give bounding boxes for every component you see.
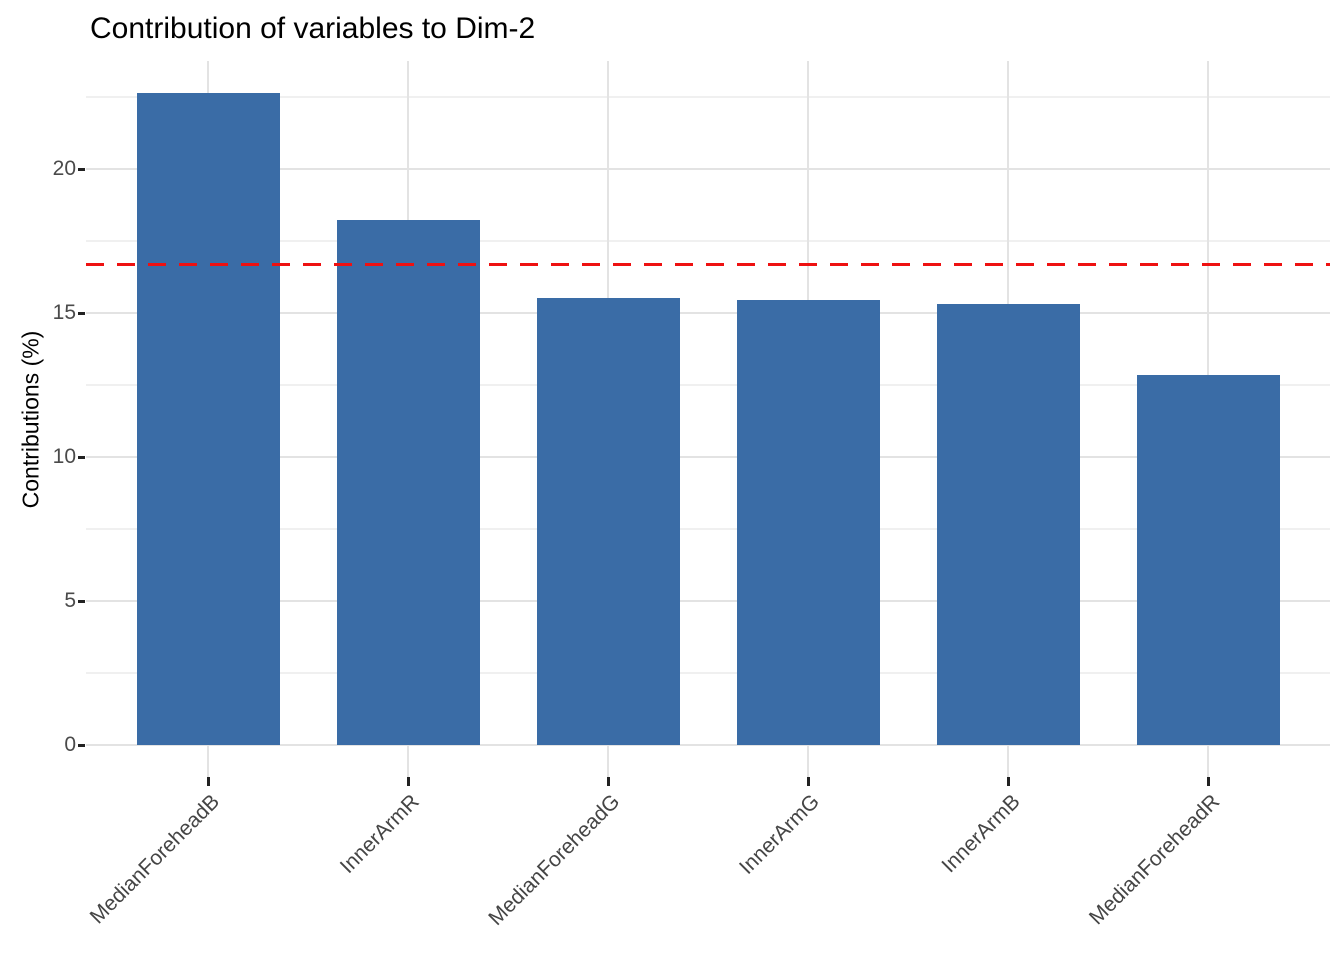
x-axis-tick [206, 777, 210, 786]
x-category-label: InnerArmG [735, 790, 825, 879]
y-tick-label: 5 [64, 589, 76, 613]
x-category-label: MedianForeheadB [85, 790, 225, 929]
reference-line [86, 263, 1330, 267]
gridline-major [86, 456, 1330, 459]
gridline-minor [86, 96, 1330, 98]
gridline-minor [86, 384, 1330, 386]
y-tick-label: 15 [52, 301, 76, 324]
bar [336, 219, 480, 746]
y-tick-label: 0 [64, 733, 76, 757]
y-axis-tick [78, 168, 85, 171]
x-axis-tick [1006, 777, 1010, 786]
gridline-major [86, 312, 1330, 314]
y-axis-tick [78, 456, 85, 460]
y-tick-label: 10 [52, 445, 76, 469]
x-axis-tick [806, 777, 810, 786]
x-category-label: MedianForeheadR [1085, 790, 1225, 930]
y-axis-tick [78, 312, 85, 315]
y-axis-tick [78, 744, 85, 748]
gridline-major [86, 744, 1330, 747]
x-category-label: InnerArmR [336, 790, 425, 879]
x-axis-tick [606, 777, 610, 786]
bar [536, 298, 680, 746]
bar [1136, 374, 1280, 746]
x-axis-tick [406, 777, 410, 786]
plot-panel [86, 61, 1330, 777]
x-category-label: InnerArmB [937, 790, 1025, 878]
y-axis-tick [78, 600, 85, 604]
gridline-minor [86, 672, 1330, 675]
x-axis-tick [1206, 777, 1210, 786]
gridline-major [86, 168, 1330, 170]
gridline-minor [86, 528, 1330, 531]
x-category-label: MedianForeheadG [484, 790, 625, 931]
gridline-minor [86, 240, 1330, 242]
bar [736, 300, 880, 746]
y-tick-label: 20 [52, 157, 76, 180]
bar [936, 304, 1080, 746]
y-axis-title: Contributions (%) [17, 330, 44, 508]
chart-title: Contribution of variables to Dim-2 [90, 12, 536, 45]
bar [136, 92, 280, 746]
gridline-major [86, 600, 1330, 603]
